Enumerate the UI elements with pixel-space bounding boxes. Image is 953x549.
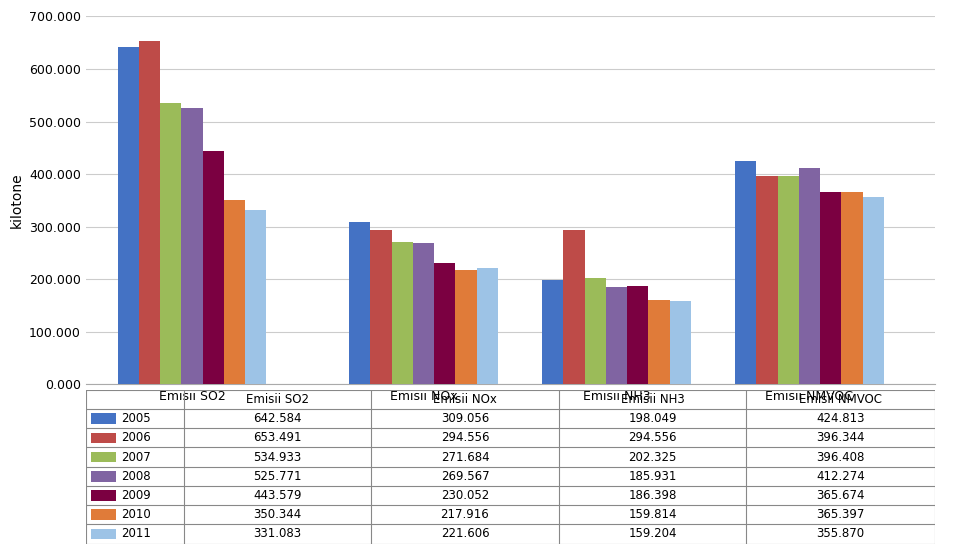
Text: 642.584: 642.584 <box>253 412 301 425</box>
Text: 271.684: 271.684 <box>440 451 489 463</box>
Text: 412.274: 412.274 <box>816 470 864 483</box>
Text: 198.049: 198.049 <box>628 412 676 425</box>
Text: 653.491: 653.491 <box>253 432 301 444</box>
Bar <box>392 242 413 384</box>
Y-axis label: kilotone: kilotone <box>10 172 24 228</box>
Bar <box>563 229 584 384</box>
Bar <box>245 210 266 384</box>
Text: 396.408: 396.408 <box>816 451 864 463</box>
Bar <box>756 176 777 384</box>
FancyBboxPatch shape <box>91 529 116 539</box>
Bar <box>862 197 882 384</box>
Text: 230.052: 230.052 <box>440 489 489 502</box>
Text: Emisii NOx: Emisii NOx <box>433 393 497 406</box>
Bar <box>349 222 370 384</box>
Bar <box>648 300 669 384</box>
Bar <box>224 200 245 384</box>
Bar <box>202 151 224 384</box>
Text: 2006: 2006 <box>121 432 152 444</box>
Text: 202.325: 202.325 <box>628 451 676 463</box>
Bar <box>626 287 648 384</box>
Text: 424.813: 424.813 <box>816 412 864 425</box>
Text: 185.931: 185.931 <box>628 470 676 483</box>
Bar <box>841 192 862 384</box>
Bar <box>605 287 626 384</box>
Text: 355.870: 355.870 <box>816 528 863 540</box>
Text: 525.771: 525.771 <box>253 470 301 483</box>
Bar <box>541 280 563 384</box>
Text: 365.397: 365.397 <box>816 508 864 521</box>
Text: 186.398: 186.398 <box>628 489 676 502</box>
Text: 217.916: 217.916 <box>440 508 489 521</box>
Text: 331.083: 331.083 <box>253 528 301 540</box>
Text: Emisii NMVOC: Emisii NMVOC <box>799 393 882 406</box>
Text: 294.556: 294.556 <box>440 432 489 444</box>
Bar <box>434 264 455 384</box>
Text: 443.579: 443.579 <box>253 489 301 502</box>
Bar <box>370 229 392 384</box>
Text: 2011: 2011 <box>121 528 152 540</box>
Bar <box>160 103 181 384</box>
Bar <box>181 108 202 384</box>
Bar <box>820 192 841 384</box>
Text: 2010: 2010 <box>121 508 152 521</box>
Text: 2007: 2007 <box>121 451 152 463</box>
FancyBboxPatch shape <box>91 452 116 462</box>
Text: 2008: 2008 <box>121 470 151 483</box>
Bar <box>798 167 820 384</box>
Bar <box>476 268 497 384</box>
Text: 159.204: 159.204 <box>628 528 676 540</box>
FancyBboxPatch shape <box>91 509 116 520</box>
Text: 221.606: 221.606 <box>440 528 489 540</box>
FancyBboxPatch shape <box>91 471 116 481</box>
FancyBboxPatch shape <box>91 433 116 443</box>
Text: 269.567: 269.567 <box>440 470 489 483</box>
Bar <box>413 243 434 384</box>
Bar <box>669 301 690 384</box>
Text: Emisii SO2: Emisii SO2 <box>246 393 309 406</box>
Bar <box>735 161 756 384</box>
Text: 365.674: 365.674 <box>816 489 864 502</box>
FancyBboxPatch shape <box>91 490 116 501</box>
Text: 159.814: 159.814 <box>628 508 676 521</box>
Text: 534.933: 534.933 <box>253 451 301 463</box>
Text: 294.556: 294.556 <box>628 432 676 444</box>
Text: 2009: 2009 <box>121 489 152 502</box>
Text: 396.344: 396.344 <box>816 432 864 444</box>
Bar <box>117 47 139 384</box>
Text: 2005: 2005 <box>121 412 151 425</box>
Text: 309.056: 309.056 <box>440 412 489 425</box>
Bar <box>777 176 798 384</box>
Text: 350.344: 350.344 <box>253 508 301 521</box>
Bar <box>584 278 605 384</box>
Bar <box>455 270 476 384</box>
FancyBboxPatch shape <box>91 413 116 424</box>
Text: Emisii NH3: Emisii NH3 <box>620 393 683 406</box>
Bar <box>139 41 160 384</box>
